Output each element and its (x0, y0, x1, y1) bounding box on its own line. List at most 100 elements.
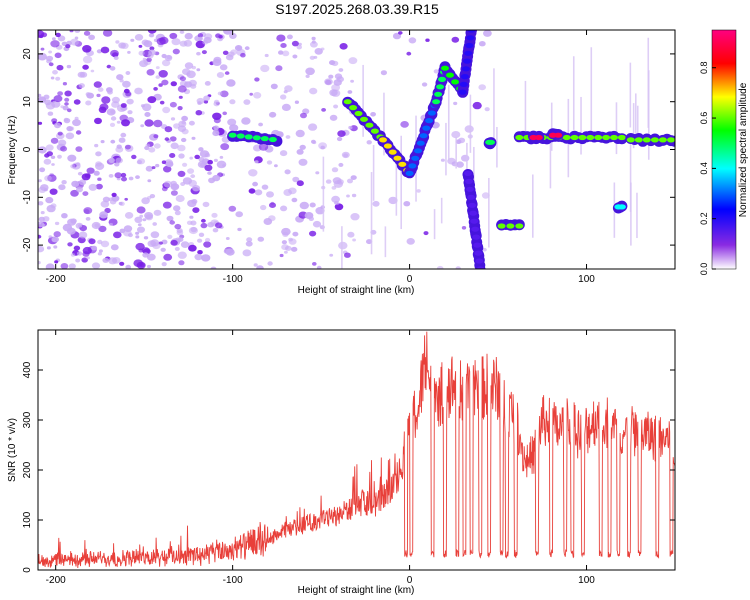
spectral-feature (457, 30, 477, 98)
noise-blob (315, 171, 320, 175)
feature-core (642, 137, 651, 143)
noise-blob (135, 235, 140, 239)
noise-blob (101, 96, 111, 104)
noise-blob (61, 213, 68, 219)
noise-blob (65, 132, 75, 140)
noise-blob (136, 206, 146, 214)
noise-blob (118, 137, 126, 143)
feature-core (228, 132, 237, 138)
noise-blob (196, 51, 201, 56)
noise-blob (83, 30, 91, 36)
noise-blob (178, 95, 183, 99)
noise-blob (184, 81, 193, 88)
noise-blob (54, 260, 59, 264)
noise-blob (78, 224, 83, 228)
noise-blob (187, 199, 197, 208)
noise-blob (280, 205, 288, 212)
noise-blob (178, 153, 185, 159)
noise-blob (43, 158, 52, 165)
noise-blob (248, 188, 256, 194)
feature-core (416, 140, 425, 146)
noise-blob (122, 80, 131, 88)
noise-blob (43, 94, 50, 100)
noise-blob (309, 230, 317, 237)
feature-core (436, 84, 445, 90)
colorbar-gradient (711, 29, 737, 270)
noise-blob (52, 37, 56, 41)
noise-blob (203, 241, 212, 248)
noise-blob (54, 52, 62, 59)
noise-blob (138, 50, 145, 56)
noise-blob (110, 49, 119, 57)
noise-blob (336, 136, 343, 142)
noise-blob (195, 110, 203, 116)
noise-blob (246, 237, 253, 243)
noise-blob (191, 65, 196, 70)
feature-core (408, 163, 417, 169)
noise-blob (351, 193, 357, 198)
noise-blob (331, 195, 340, 203)
noise-blob (481, 192, 490, 199)
snr-y-axis-label: SNR (10 * v/v) (7, 418, 18, 482)
noise-blob (160, 247, 166, 252)
noise-blob (398, 31, 403, 35)
noise-blob (66, 227, 76, 235)
noise-blob (163, 180, 173, 188)
noise-blob (55, 76, 61, 81)
noise-blob (455, 139, 462, 144)
noise-blob (182, 177, 192, 185)
spectral-feature (462, 169, 486, 269)
feature-core (475, 258, 484, 264)
noise-blob (225, 54, 234, 61)
noise-blob (136, 160, 142, 165)
noise-blob (108, 157, 115, 163)
noise-blob (78, 231, 88, 239)
noise-blob (156, 37, 166, 46)
noise-blob (56, 64, 64, 71)
spectral-feature (496, 219, 525, 231)
feature-core (594, 134, 603, 141)
noise-blob (174, 223, 182, 230)
y-tick-label: 200 (22, 461, 33, 478)
noise-blob (257, 236, 265, 242)
noise-blob (145, 214, 154, 221)
noise-blob (201, 218, 206, 223)
noise-blob (203, 36, 212, 44)
noise-blob (292, 176, 300, 183)
noise-blob (169, 153, 176, 158)
noise-blob (215, 222, 223, 229)
feature-core (383, 143, 392, 149)
feature-core (462, 66, 470, 72)
colorbar-label: Normalized spectral amplitude (738, 82, 749, 217)
noise-blob (230, 49, 238, 55)
noise-blob (190, 174, 196, 179)
noise-blob (51, 118, 58, 123)
feature-core (497, 223, 506, 229)
noise-blob (163, 253, 173, 261)
noise-blob (69, 126, 75, 131)
noise-blob (226, 79, 236, 87)
feature-core (487, 139, 495, 145)
noise-blob (44, 175, 52, 182)
noise-blob (341, 151, 350, 159)
colorbar-tick-label: 0.2 (699, 212, 709, 225)
noise-blob (406, 238, 415, 245)
noise-blob (88, 238, 96, 245)
noise-blob (155, 75, 161, 79)
noise-blob (308, 123, 318, 131)
noise-blob (64, 102, 69, 106)
noise-blob (170, 81, 177, 87)
noise-blob (127, 50, 131, 54)
feature-core (464, 50, 473, 56)
noise-blob (235, 211, 243, 218)
noise-blob (254, 77, 260, 82)
noise-blob (95, 151, 102, 157)
noise-blob (58, 184, 66, 191)
noise-blob (333, 180, 343, 188)
noise-blob (177, 144, 186, 152)
noise-blob (169, 101, 177, 108)
noise-blob (280, 43, 287, 48)
noise-blob (38, 245, 45, 253)
noise-blob (38, 121, 43, 125)
